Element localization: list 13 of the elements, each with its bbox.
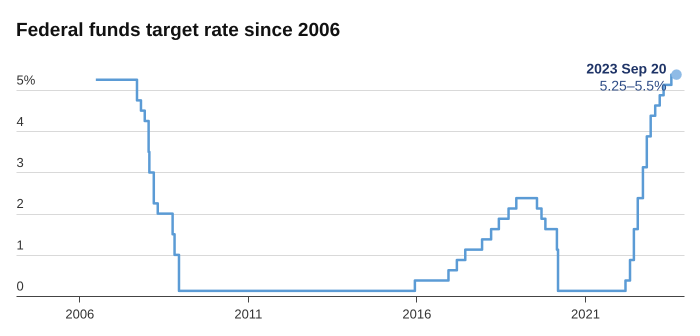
y-tick-label: 4	[16, 114, 24, 129]
x-tick-label: 2011	[234, 306, 262, 322]
annotation: 5.25–5.5%	[600, 78, 667, 94]
y-tick-label: 3	[16, 154, 24, 170]
annotation: 2023 Sep 20	[586, 60, 667, 77]
y-tick-label: 0	[16, 278, 24, 294]
x-tick-label: 2016	[402, 306, 432, 322]
x-tick-label: 2021	[571, 306, 600, 322]
y-tick-label: 5%	[16, 72, 36, 88]
chart-title: Federal funds target rate since 2006	[16, 20, 340, 42]
x-tick-label: 2006	[65, 306, 94, 322]
y-tick-label: 2	[16, 196, 24, 212]
y-tick-label: 1	[16, 237, 24, 252]
